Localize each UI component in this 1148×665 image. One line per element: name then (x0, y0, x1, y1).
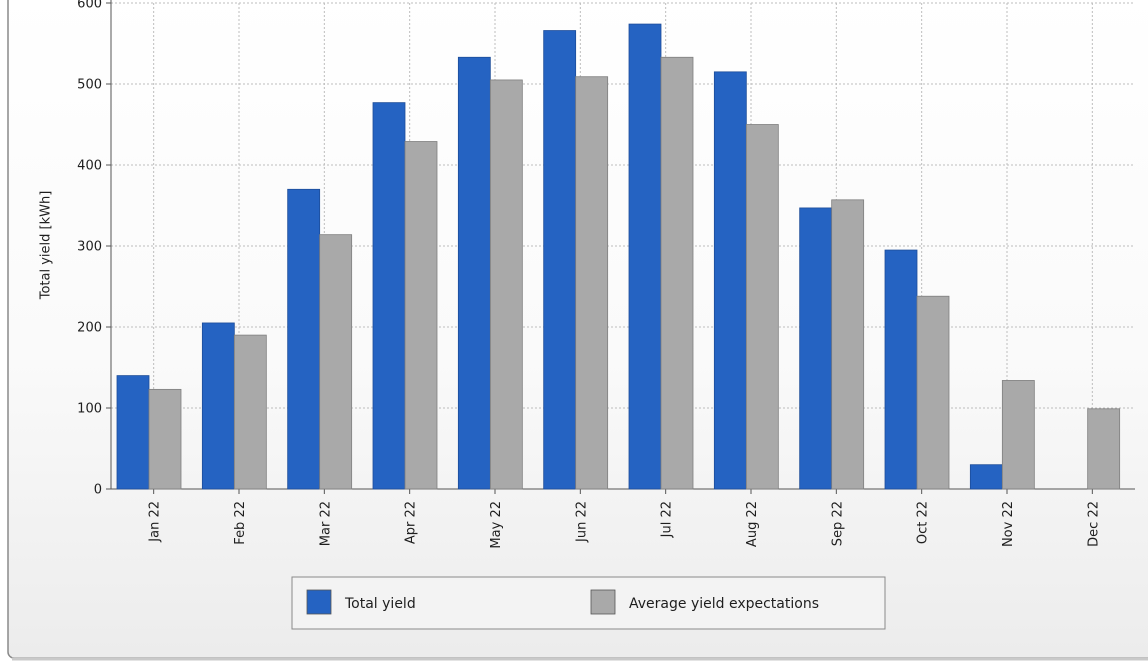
bar-total-yield-jun-22 (543, 30, 577, 490)
y-axis-label: Total yield [kWh] (39, 191, 54, 301)
x-tick-label: Jul 22 (660, 501, 675, 538)
bar-average-yield-expectations-apr-22 (404, 141, 438, 490)
x-tick-label: Apr 22 (404, 501, 419, 544)
bar-total-yield-mar-22 (287, 188, 321, 490)
x-tick-label: May 22 (489, 501, 504, 549)
x-tick-labels: Jan 22 Feb 22 Mar 22 Apr 22 May 22 Jun 22 Jul … (148, 501, 1102, 549)
bar-total-yield-feb-22 (201, 322, 235, 490)
y-tick-label: 0 (94, 483, 102, 498)
bar-average-yield-expectations-mar-22 (319, 234, 353, 490)
x-tick-label: Sep 22 (830, 501, 845, 546)
bar-total-yield-may-22 (457, 56, 491, 490)
y-tick-label: 200 (77, 321, 102, 336)
bar-total-yield-aug-22 (713, 71, 747, 490)
legend: Total yield Average yield expectations (291, 576, 886, 630)
y-tick-label: 400 (77, 159, 102, 174)
bar-average-yield-expectations-jul-22 (660, 56, 694, 490)
x-tick-label: Oct 22 (916, 501, 931, 544)
y-tick-label: 600 (77, 0, 102, 12)
y-tick-labels: 0 100 200 300 400 500 600 (77, 0, 102, 498)
x-tick-label: Feb 22 (233, 501, 248, 545)
bar-average-yield-expectations-jan-22 (148, 388, 182, 490)
legend-swatch-average-yield-expectations (590, 589, 616, 615)
y-tick-label: 100 (77, 402, 102, 417)
bar-average-yield-expectations-oct-22 (916, 295, 950, 490)
bar-total-yield-apr-22 (372, 102, 406, 490)
bar-total-yield-jul-22 (628, 23, 662, 490)
y-tick-label: 500 (77, 78, 102, 93)
y-tick-label: 300 (77, 240, 102, 255)
bar-average-yield-expectations-dec-22 (1087, 408, 1121, 490)
x-tick-label: Mar 22 (318, 501, 333, 546)
legend-label-average-yield-expectations: Average yield expectations (629, 596, 819, 612)
bar-total-yield-nov-22 (969, 464, 1003, 490)
legend-box (291, 576, 886, 630)
bar-total-yield-oct-22 (884, 249, 918, 490)
bar-average-yield-expectations-nov-22 (1001, 380, 1035, 490)
bars (116, 23, 1121, 490)
x-tick-label: Dec 22 (1086, 501, 1101, 547)
bar-average-yield-expectations-may-22 (489, 79, 523, 490)
bar-average-yield-expectations-jun-22 (575, 76, 609, 490)
x-tick-label: Aug 22 (745, 501, 760, 547)
x-tick-label: Nov 22 (1001, 501, 1016, 547)
bar-total-yield-jan-22 (116, 375, 150, 490)
x-tick-label: Jun 22 (574, 501, 589, 543)
bar-total-yield-sep-22 (799, 207, 833, 490)
axes (106, 0, 1135, 494)
x-tick-label: Jan 22 (148, 501, 163, 543)
bar-average-yield-expectations-sep-22 (831, 199, 865, 490)
legend-swatch-total-yield (306, 589, 332, 615)
legend-label-total-yield: Total yield (344, 596, 416, 612)
bar-average-yield-expectations-feb-22 (233, 334, 267, 490)
bar-average-yield-expectations-aug-22 (745, 124, 779, 490)
